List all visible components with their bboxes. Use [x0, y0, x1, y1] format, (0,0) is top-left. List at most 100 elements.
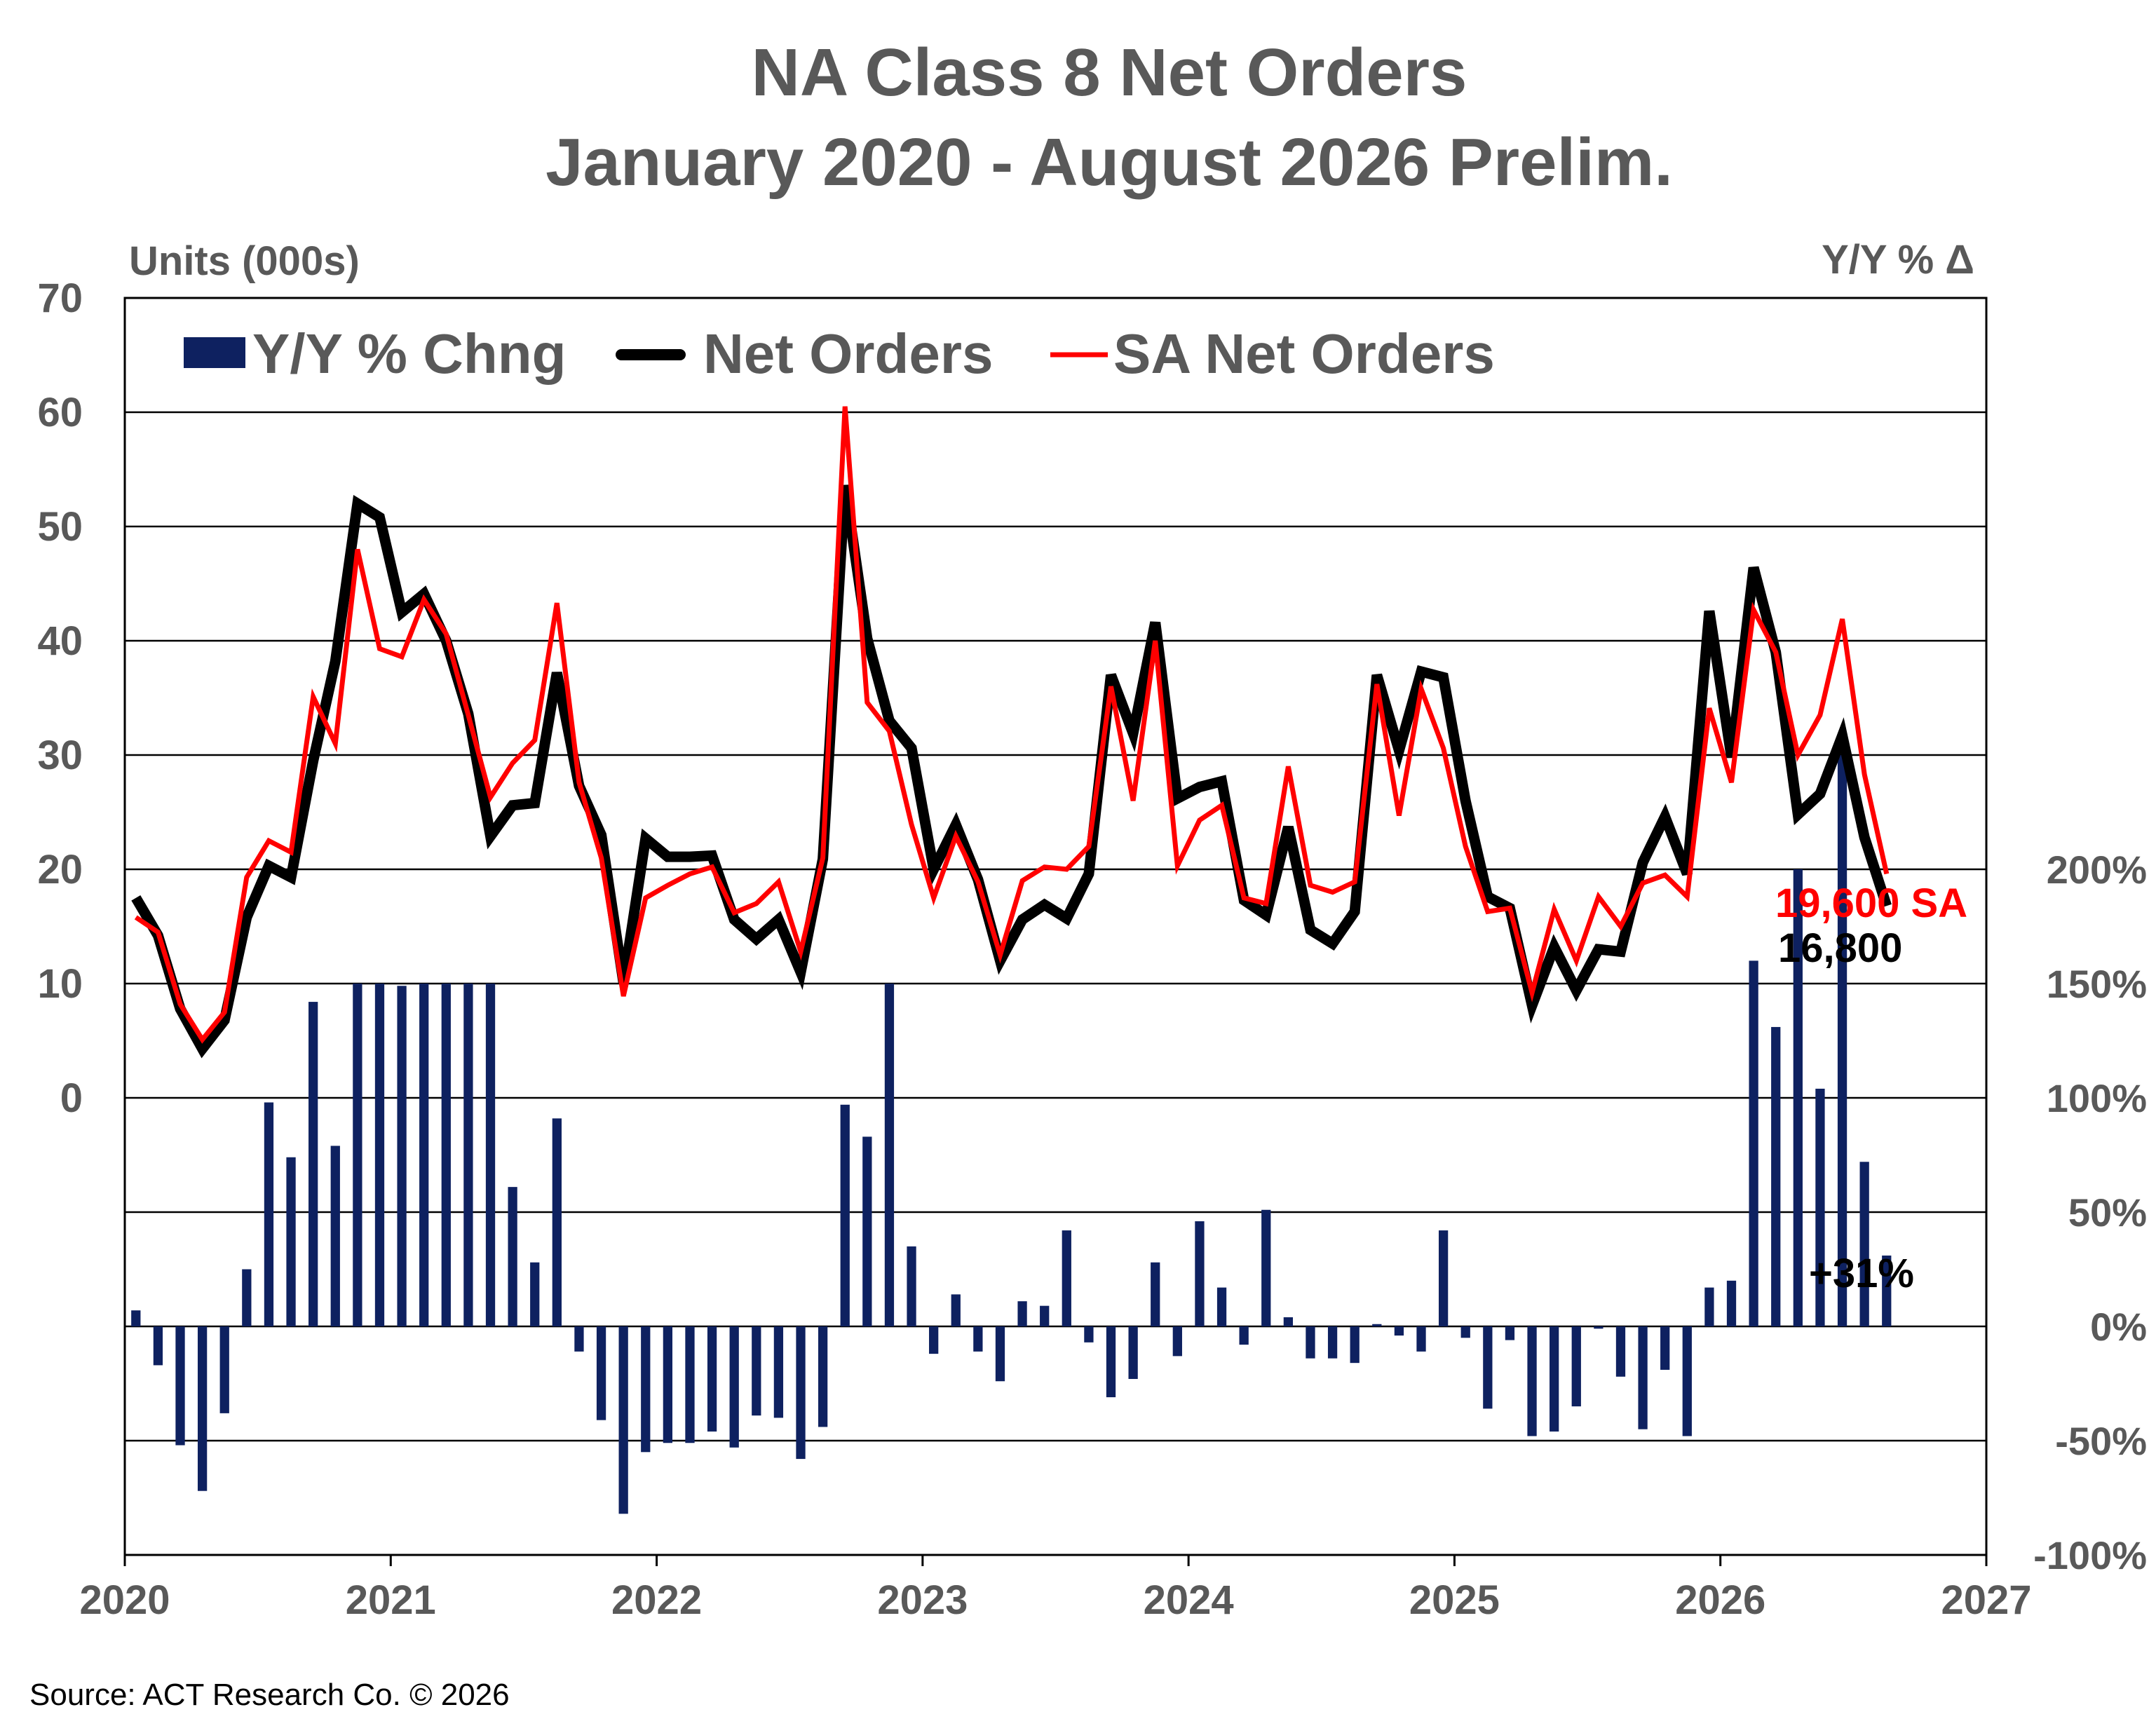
yoy-bar: [485, 984, 496, 1326]
yoy-bar: [1040, 1305, 1050, 1326]
yoy-bar: [309, 1002, 318, 1326]
yoy-bar: [1505, 1326, 1515, 1340]
yoy-bar: [1682, 1326, 1692, 1436]
yoy-bar: [1460, 1326, 1470, 1338]
yoy-bar: [1527, 1326, 1537, 1436]
yoy-bar: [1483, 1326, 1493, 1409]
right-tick-label: -50%: [2055, 1419, 2147, 1463]
yoy-bar: [1771, 1026, 1781, 1326]
yoy-bar: [131, 1310, 141, 1326]
yoy-bar: [796, 1326, 806, 1460]
yoy-bar: [1882, 1255, 1892, 1326]
yoy-bar: [286, 1157, 296, 1326]
yoy-bar: [1416, 1326, 1426, 1352]
left-tick-label: 50: [37, 504, 83, 550]
yoy-bar: [1571, 1326, 1581, 1407]
axis-ticks: 70 60 50 40 30 20 10 0 200% 150% 100% 50% 0% -50% -100…: [37, 276, 2147, 1623]
x-tick-label: 2024: [1144, 1577, 1234, 1623]
annotation-sa-value: 19,600 SA: [1775, 881, 1967, 926]
yoy-bar: [1815, 1088, 1825, 1326]
left-tick-label: 0: [60, 1075, 83, 1121]
right-tick-label: 150%: [2047, 962, 2147, 1006]
left-tick-label: 20: [37, 847, 83, 892]
yoy-bar: [1239, 1326, 1249, 1345]
yoy-bar: [618, 1326, 628, 1514]
yoy-bar: [1350, 1326, 1360, 1364]
yoy-bar: [1837, 755, 1847, 1326]
plot-frame: [123, 297, 1988, 1556]
yoy-bar: [463, 984, 473, 1326]
yoy-bar: [374, 984, 385, 1326]
yoy-bar: [1394, 1326, 1404, 1336]
yoy-bar: [907, 1246, 916, 1326]
yoy-bar: [1438, 1230, 1449, 1326]
sa-net-orders-line: [134, 406, 1890, 1044]
x-tick-label: 2023: [877, 1577, 968, 1623]
yoy-bar: [1084, 1326, 1094, 1343]
yoy-bar: [197, 1326, 208, 1491]
yoy-bar: [1106, 1326, 1116, 1398]
left-tick-label: 70: [37, 276, 83, 321]
yoy-bar: [1749, 960, 1758, 1326]
source-note: Source: ACT Research Co. © 2026: [29, 1678, 510, 1712]
yoy-bar: [1550, 1326, 1559, 1432]
yoy-bar: [574, 1326, 584, 1352]
x-tick-label: 2027: [1941, 1577, 2031, 1623]
legend: Y/Y % Chng Net Orders SA Net Orders: [184, 322, 1495, 385]
annotation-yoy-value: +31%: [1809, 1251, 1914, 1296]
legend-swatch-yoy: [184, 337, 245, 368]
yoy-bar: [264, 1102, 274, 1326]
left-tick-label: 30: [37, 733, 83, 778]
yoy-bar: [1372, 1324, 1382, 1326]
left-tick-label: 60: [37, 390, 83, 435]
yoy-bar: [1283, 1317, 1294, 1326]
yoy-bar: [1195, 1221, 1205, 1326]
right-tick-label: 100%: [2047, 1076, 2147, 1120]
legend-label-net-orders: Net Orders: [703, 322, 993, 385]
yoy-bar: [1151, 1262, 1160, 1326]
chart-subtitle: January 2020 - August 2026 Prelim.: [545, 125, 1673, 200]
left-axis-label: Units (000s): [129, 238, 360, 284]
yoy-bar: [1327, 1326, 1338, 1359]
yoy-bar: [840, 1104, 850, 1326]
right-axis-label: Y/Y % Δ: [1822, 237, 1974, 283]
x-tick-label: 2021: [346, 1577, 436, 1623]
yoy-bar: [951, 1294, 961, 1326]
legend-label-yoy: Y/Y % Chng: [252, 322, 566, 385]
line-series: [131, 406, 1892, 1059]
yoy-bar: [1615, 1326, 1626, 1377]
yoy-bar: [1062, 1230, 1071, 1326]
x-tick-label: 2026: [1675, 1577, 1765, 1623]
right-tick-label: -100%: [2033, 1533, 2147, 1577]
annotation-net-value: 16,800: [1778, 925, 1902, 971]
yoy-bar: [397, 986, 407, 1326]
left-tick-label: 40: [37, 618, 83, 664]
x-tick-label: 2022: [611, 1577, 702, 1623]
right-tick-label: 0%: [2090, 1305, 2147, 1349]
right-tick-label: 200%: [2047, 848, 2147, 892]
yoy-bar: [1017, 1301, 1027, 1326]
yoy-bar: [729, 1326, 739, 1448]
yoy-bar: [663, 1326, 673, 1443]
yoy-bar: [353, 984, 362, 1326]
yoy-bar: [752, 1326, 761, 1416]
yoy-bar: [441, 984, 451, 1326]
yoy-bar: [884, 984, 895, 1326]
yoy-bar: [219, 1326, 229, 1413]
legend-label-sa-net-orders: SA Net Orders: [1113, 322, 1495, 385]
yoy-bar: [862, 1136, 872, 1326]
yoy-bar: [1726, 1280, 1737, 1326]
yoy-bar: [641, 1326, 651, 1453]
x-tick-label: 2020: [79, 1577, 170, 1623]
yoy-bar: [929, 1326, 939, 1354]
yoy-bar: [1704, 1287, 1714, 1326]
yoy-bar: [1128, 1326, 1138, 1379]
yoy-bar: [685, 1326, 695, 1443]
yoy-bar: [596, 1326, 606, 1420]
yoy-bar: [1638, 1326, 1648, 1429]
yoy-bar: [995, 1326, 1005, 1382]
yoy-bar: [153, 1326, 163, 1366]
yoy-bar: [1172, 1326, 1182, 1357]
